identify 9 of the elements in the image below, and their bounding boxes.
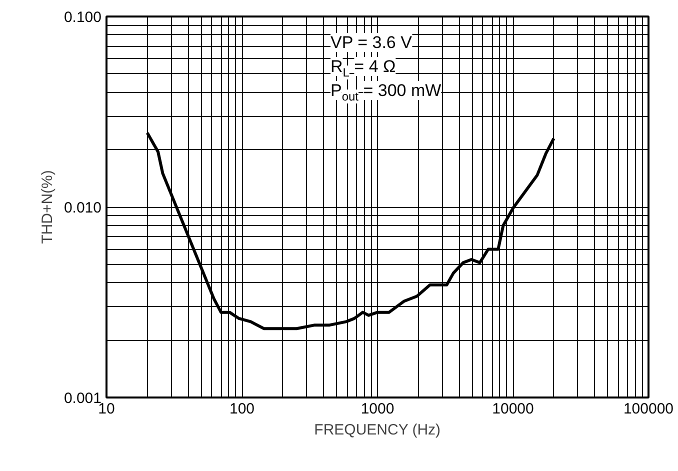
y-tick-label: 0.010 [64,200,102,216]
annotation: VP = 3.6 V [330,33,413,52]
y-axis-title: THD+N(%) [38,170,56,244]
y-tick-label: 0.100 [64,9,102,26]
x-tick-label: 10000 [492,400,534,418]
x-tick-label: 100 [229,400,255,418]
x-axis-title: FREQUENCY (Hz) [314,422,441,438]
x-tick-label: 1000 [360,400,394,418]
x-tick-label: 100000 [623,400,674,418]
